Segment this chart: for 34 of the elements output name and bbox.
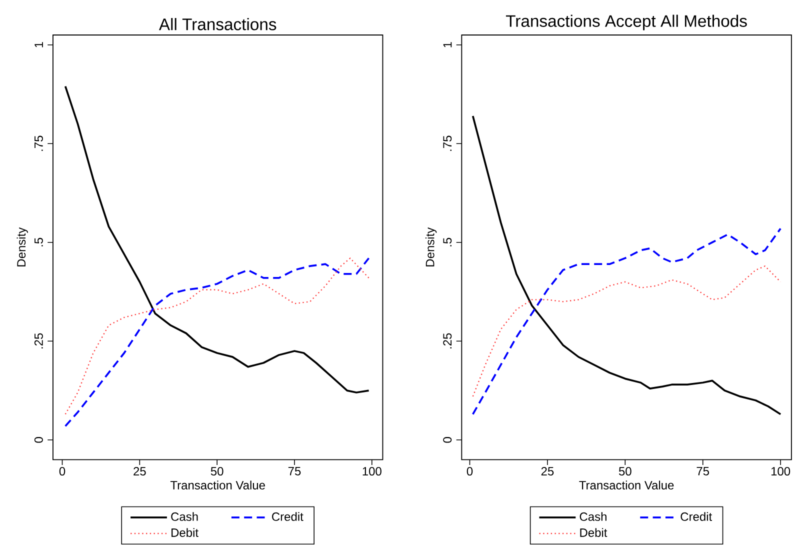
x-tick-label: 0 <box>59 467 66 476</box>
x-tick-label: 100 <box>771 467 790 476</box>
legend-label: Debit <box>580 528 608 538</box>
x-tick-label: 50 <box>210 467 224 476</box>
x-tick-label: 25 <box>134 467 146 476</box>
y-axis-title: Density <box>16 228 28 267</box>
y-tick-label: 0 <box>34 437 43 443</box>
x-tick-label: 0 <box>466 467 473 476</box>
legend-label: Credit <box>272 512 304 522</box>
x-tick-label: 100 <box>362 467 382 476</box>
x-axis-title: Transaction Value <box>170 480 265 490</box>
x-tick-label: 25 <box>541 467 554 476</box>
y-tick-label: .5 <box>443 238 452 246</box>
y-tick-label: .75 <box>443 136 452 152</box>
y-tick-label: 1 <box>443 42 452 48</box>
legend-label: Cash <box>580 512 606 522</box>
x-tick-label: 75 <box>288 467 301 476</box>
line-series <box>472 115 782 416</box>
y-axis-title: Density <box>425 228 437 267</box>
x-axis-title: Transaction Value <box>579 480 674 490</box>
line-series <box>64 86 370 394</box>
y-tick-label: .25 <box>443 334 452 349</box>
legend-label: Debit <box>172 528 198 538</box>
chart-title: Transactions Accept All Methods <box>506 14 747 30</box>
y-tick-label: 0 <box>443 437 452 443</box>
y-tick-label: .25 <box>34 334 43 349</box>
legend-label: Credit <box>680 512 712 522</box>
y-tick-label: 1 <box>34 42 43 48</box>
y-tick-label: .5 <box>34 238 43 246</box>
legend-label: Cash <box>171 512 198 522</box>
x-tick-label: 50 <box>618 467 632 476</box>
y-tick-label: .75 <box>34 136 43 152</box>
x-tick-label: 75 <box>696 467 710 476</box>
chart-title: All Transactions <box>158 18 276 30</box>
